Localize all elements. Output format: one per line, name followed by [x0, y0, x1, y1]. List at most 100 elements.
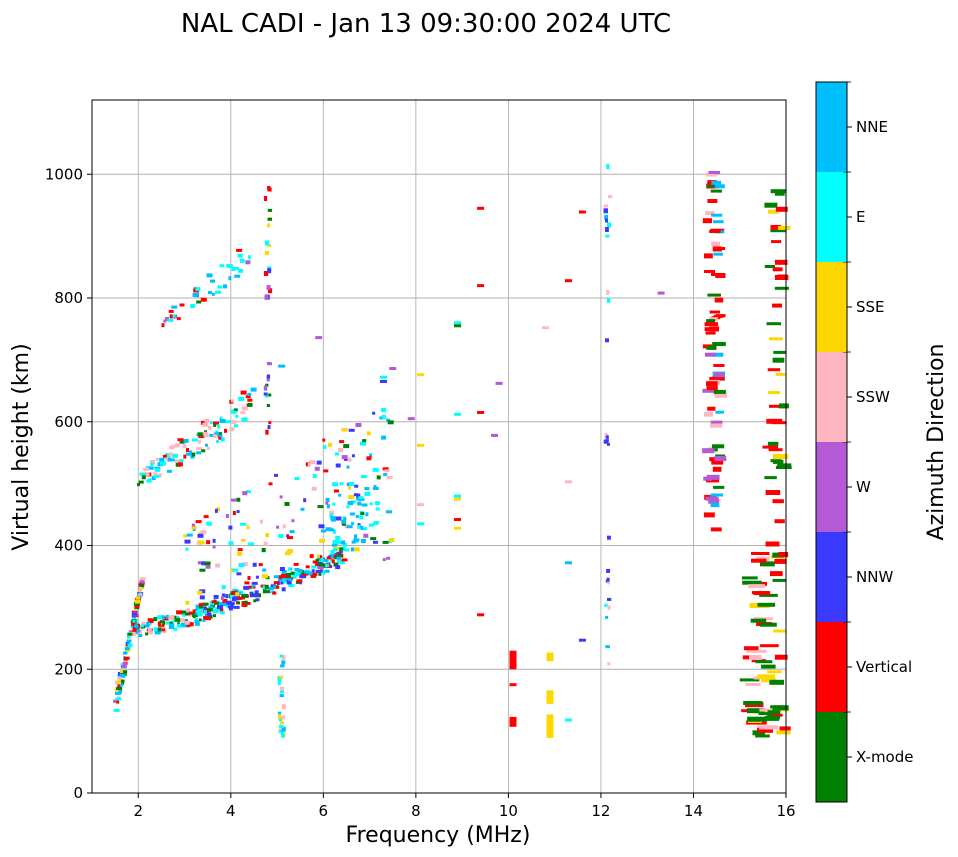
echo-mark [263, 392, 268, 396]
echo-mark [702, 388, 715, 393]
echo-mark [131, 622, 136, 626]
echo-mark [225, 594, 229, 599]
echo-mark [603, 208, 608, 214]
echo-mark [274, 473, 278, 477]
echo-mark [203, 610, 207, 615]
echo-mark [749, 655, 762, 660]
echo-mark [215, 290, 221, 294]
echo-mark [233, 589, 239, 593]
echo-mark [233, 605, 240, 609]
echo-mark [201, 561, 206, 566]
echo-mark [335, 463, 341, 468]
echo-mark [183, 438, 189, 443]
echo-mark [764, 476, 777, 480]
echo-mark [225, 600, 232, 605]
echo-mark [204, 418, 210, 423]
echo-mark [316, 554, 320, 558]
echo-mark [138, 480, 144, 484]
echo-mark [743, 701, 763, 705]
echo-mark [710, 420, 723, 424]
echo-mark [192, 293, 199, 297]
echo-mark [213, 424, 217, 427]
echo-mark [248, 542, 255, 546]
echo-mark [353, 493, 358, 497]
echo-mark [214, 508, 218, 513]
echo-point [657, 291, 665, 295]
echo-mark [705, 352, 716, 357]
colorbar-segment [816, 532, 847, 622]
echo-mark [251, 581, 258, 585]
colorbar-segment [816, 262, 847, 352]
echo-mark [745, 682, 761, 686]
echo-mark [167, 318, 174, 322]
echo-mark [607, 535, 611, 540]
echo-mark [705, 478, 720, 483]
echo-mark [606, 222, 612, 228]
echo-mark [369, 453, 373, 458]
echo-mark [762, 445, 778, 449]
echo-mark [264, 240, 270, 246]
echo-mark [266, 285, 271, 290]
echo-mark [711, 352, 724, 357]
echo-mark [219, 608, 224, 612]
echo-mark [166, 469, 172, 473]
echo-mark [311, 486, 317, 491]
echo-mark [764, 202, 778, 208]
echo-mark [234, 266, 239, 270]
echo-mark [605, 435, 609, 440]
echo-mark [332, 529, 336, 534]
echo-mark [213, 614, 216, 618]
echo-mark [219, 264, 225, 268]
echo-point [578, 638, 586, 642]
echo-mark [704, 270, 715, 273]
echo-mark [206, 521, 212, 526]
echo-mark [289, 530, 295, 534]
echo-mark [188, 622, 194, 627]
echo-mark [134, 604, 140, 608]
echo-mark [268, 482, 273, 486]
echo-mark [169, 314, 173, 319]
echo-mark [772, 552, 785, 558]
echo-mark [320, 558, 324, 563]
echo-mark [264, 250, 269, 255]
echo-point [565, 561, 572, 565]
echo-mark [206, 273, 213, 278]
echo-mark [294, 568, 300, 571]
echo-mark [253, 599, 257, 603]
echo-mark [203, 433, 209, 438]
echo-mark [237, 596, 243, 600]
echo-mark [150, 462, 154, 467]
echo-mark [739, 678, 760, 682]
echo-mark [709, 423, 723, 428]
echo-mark [168, 452, 173, 457]
echo-mark [241, 562, 248, 567]
echo-mark [227, 605, 234, 609]
echo-mark [203, 515, 209, 519]
echo-mark [233, 408, 238, 412]
echo-mark [341, 522, 346, 526]
echo-mark [147, 630, 153, 635]
echo-mark [340, 540, 346, 545]
echo-mark [229, 594, 236, 599]
echo-mark [171, 305, 178, 309]
echo-mark [197, 612, 203, 617]
chart-title: NAL CADI - Jan 13 09:30:00 2024 UTC [181, 9, 671, 39]
y-axis-label: Virtual height (km) [9, 343, 34, 550]
echo-mark [251, 584, 255, 588]
echo-mark [774, 259, 788, 265]
echo-mark [287, 536, 293, 540]
echo-mark [709, 230, 721, 233]
echo-mark [310, 574, 316, 578]
echo-mark [206, 446, 210, 450]
echo-mark [263, 196, 268, 201]
colorbar-frame [815, 81, 848, 803]
echo-mark [238, 592, 242, 595]
echo-mark [288, 578, 293, 582]
echo-mark [369, 502, 373, 506]
echo-mark [165, 621, 170, 625]
echo-mark [704, 322, 719, 327]
echo-mark [319, 563, 325, 568]
echo-mark [266, 376, 270, 382]
echo-mark [186, 608, 190, 613]
echo-mark [759, 708, 781, 712]
